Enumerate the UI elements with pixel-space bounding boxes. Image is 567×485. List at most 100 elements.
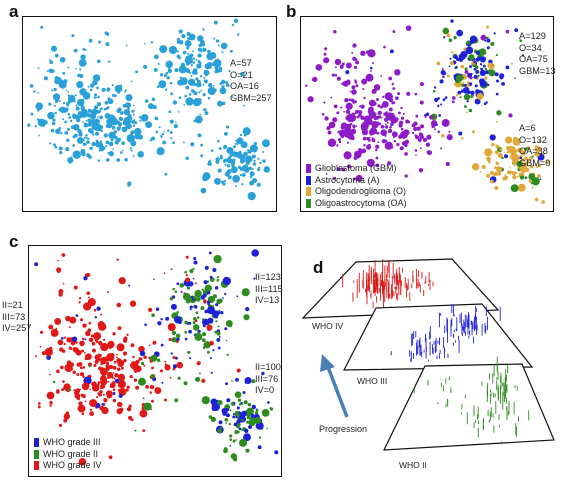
scatter-point — [434, 128, 437, 131]
scatter-point — [116, 343, 125, 352]
scatter-point — [355, 84, 359, 88]
scatter-point — [251, 249, 259, 257]
scatter-point — [106, 106, 110, 110]
scatter-point — [105, 361, 110, 365]
scatter-point — [194, 282, 197, 285]
scatter-point — [472, 130, 475, 134]
scatter-point — [218, 311, 221, 314]
scatter-point — [451, 96, 456, 100]
scatter-point — [490, 179, 494, 184]
scatter-point — [36, 118, 39, 121]
scatter-point — [459, 91, 462, 94]
scatter-point — [519, 175, 525, 180]
scatter-point — [214, 65, 218, 69]
scatter-point — [384, 141, 393, 150]
scatter-point — [193, 256, 197, 261]
scatter-point — [215, 39, 220, 43]
scatter-point — [375, 148, 378, 152]
scatter-point — [458, 54, 464, 59]
scatter-point — [63, 413, 71, 420]
scatter-point — [261, 409, 270, 417]
scatter-point — [73, 390, 79, 395]
scatter-point — [124, 157, 128, 162]
scatter-point — [203, 70, 206, 73]
scatter-point — [124, 89, 127, 92]
scatter-point — [392, 101, 396, 105]
scatter-point — [226, 146, 234, 155]
scatter-point — [216, 278, 220, 282]
scatter-point — [91, 119, 97, 125]
scatter-point — [396, 142, 400, 147]
scatter-point — [259, 161, 262, 165]
scatter-point — [56, 369, 60, 374]
scatter-point — [214, 177, 221, 185]
panel-letter-c: c — [9, 232, 19, 251]
scatter-point — [355, 174, 363, 182]
scatter-point — [495, 166, 502, 173]
scatter-point — [536, 174, 541, 179]
scatter-point — [392, 87, 396, 90]
scatter-point — [96, 102, 102, 107]
scatter-point — [114, 135, 118, 140]
scatter-point — [391, 146, 394, 149]
scatter-point — [203, 79, 208, 84]
scatter-point — [450, 19, 454, 23]
scatter-point — [84, 123, 89, 128]
scatter-point — [97, 353, 101, 356]
scatter-point — [479, 170, 482, 173]
scatter-point — [73, 133, 78, 138]
scatter-point — [377, 141, 380, 144]
scatter-point — [125, 388, 129, 392]
scatter-point — [461, 83, 465, 88]
scatter-point — [391, 117, 396, 122]
scatter-point — [365, 73, 374, 82]
scatter-point — [238, 150, 242, 154]
scatter-point — [117, 107, 122, 112]
scatter-point — [200, 89, 203, 92]
scatter-point — [474, 65, 479, 70]
scatter-point — [446, 33, 451, 38]
scatter-point — [199, 372, 201, 375]
scatter-point — [199, 75, 203, 78]
scatter-point — [384, 125, 388, 129]
scatter-point — [521, 54, 525, 57]
scatter-point — [462, 81, 465, 84]
scatter-point — [167, 68, 173, 74]
scatter-point — [147, 103, 154, 110]
scatter-point — [373, 84, 381, 91]
scatter-point — [184, 270, 188, 274]
scatter-point — [75, 106, 80, 111]
scatter-point — [354, 81, 358, 84]
scatter-point — [336, 111, 340, 115]
scatter-point — [195, 77, 199, 81]
scatter-point — [82, 91, 91, 100]
scatter-point — [91, 141, 96, 147]
scatter-point — [102, 371, 107, 375]
scatter-point — [312, 76, 318, 83]
stat-line: II=21 — [2, 300, 23, 310]
scatter-point — [347, 123, 352, 127]
scatter-point — [243, 314, 250, 321]
scatter-point — [394, 69, 401, 76]
scatter-point — [156, 147, 165, 156]
scatter-point — [221, 51, 224, 54]
scatter-point — [510, 170, 514, 174]
scatter-point — [351, 89, 357, 95]
scatter-point — [104, 145, 108, 148]
scatter-point — [82, 375, 85, 379]
scatter-point — [114, 373, 119, 378]
scatter-point — [222, 182, 226, 186]
scatter-point — [436, 61, 441, 66]
scatter-point — [138, 357, 142, 361]
scatter-point — [197, 35, 204, 42]
scatter-point — [104, 113, 111, 119]
scatter-point — [514, 77, 516, 79]
scatter-point — [225, 125, 230, 129]
scatter-point — [210, 63, 214, 66]
scatter-point — [539, 178, 542, 180]
scatter-point — [177, 111, 180, 113]
scatter-point — [189, 308, 192, 311]
scatter-point — [107, 98, 114, 105]
scatter-point — [355, 109, 359, 114]
scatter-point — [401, 141, 407, 146]
